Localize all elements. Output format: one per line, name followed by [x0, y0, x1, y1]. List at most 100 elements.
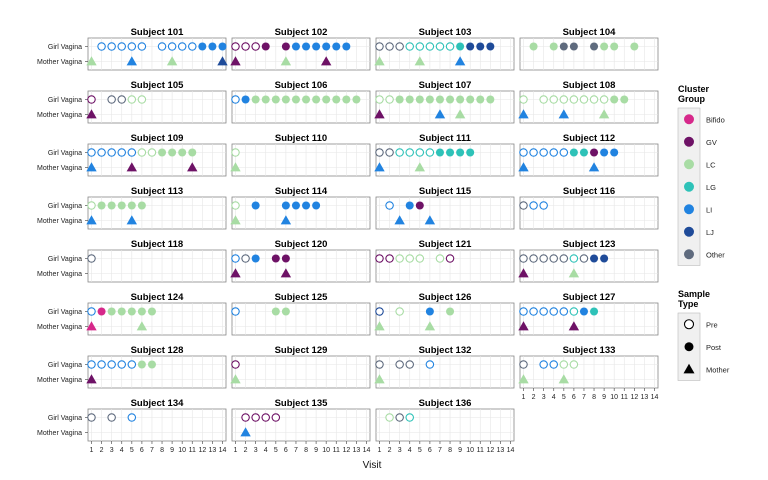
panel-title: Subject 127	[563, 292, 616, 303]
panel-frame	[231, 143, 371, 177]
point-post	[261, 42, 270, 51]
point-mother	[454, 56, 466, 66]
panel: Subject 114	[230, 186, 371, 230]
point-post	[332, 42, 341, 51]
point-mother	[454, 109, 466, 119]
point-pre	[529, 254, 538, 263]
point-pre	[519, 201, 528, 210]
point-pre	[395, 42, 404, 51]
point-post	[281, 307, 290, 316]
point-mother	[217, 56, 228, 66]
panel-title: Subject 114	[275, 186, 328, 197]
point-post	[579, 307, 588, 316]
panel-frame	[375, 143, 515, 177]
legend-title: Cluster	[678, 84, 710, 94]
point-post	[107, 307, 116, 316]
point-pre	[375, 95, 384, 104]
panel: Subject 113 Girl Vagina Mother Vagina	[37, 186, 227, 230]
point-pre	[241, 42, 250, 51]
point-pre	[395, 360, 404, 369]
point-pre	[529, 148, 538, 157]
point-pre	[395, 413, 404, 422]
point-pre	[127, 42, 137, 51]
panel-frame	[87, 302, 227, 336]
point-pre	[559, 360, 569, 369]
point-pre	[539, 201, 548, 210]
legend-swatch	[684, 114, 694, 125]
point-post	[188, 148, 197, 157]
point-post	[610, 95, 619, 104]
legend-shape	[684, 342, 694, 352]
x-tick-label: 12	[198, 447, 206, 454]
y-tick-label: Girl Vagina	[48, 415, 82, 422]
point-post	[466, 95, 475, 104]
panel-frame	[87, 408, 227, 442]
x-tick-label: 4	[552, 394, 556, 401]
legend-item-label: Pre	[706, 320, 718, 329]
x-tick-label: 8	[304, 447, 308, 454]
point-mother	[320, 56, 332, 66]
point-mother	[126, 215, 138, 225]
legend-swatch	[684, 226, 694, 237]
point-pre	[87, 95, 96, 104]
point-post	[395, 95, 404, 104]
point-pre	[395, 254, 404, 263]
point-pre	[107, 148, 116, 157]
panel: Subject 123	[518, 239, 659, 283]
point-pre	[271, 413, 281, 422]
point-mother	[86, 374, 97, 384]
point-pre	[415, 42, 425, 51]
panel-title: Subject 118	[131, 239, 183, 250]
point-mother	[86, 56, 97, 66]
point-post	[291, 95, 300, 104]
legend-title: Type	[678, 299, 698, 309]
panel-title: Subject 101	[131, 27, 185, 38]
panel-title: Subject 126	[419, 292, 472, 303]
point-pre	[87, 254, 96, 263]
panel-title: Subject 111	[419, 133, 471, 144]
x-tick-label: 2	[100, 447, 104, 454]
panel-title: Subject 105	[131, 80, 185, 91]
point-pre	[107, 95, 116, 104]
y-tick-label: Girl Vagina	[48, 44, 82, 51]
x-tick-label: 13	[209, 447, 217, 454]
x-tick-label: 1	[378, 447, 382, 454]
point-pre	[559, 254, 569, 263]
point-mother	[280, 56, 292, 66]
point-mother	[424, 321, 436, 331]
panel-title: Subject 124	[131, 292, 185, 303]
point-pre	[375, 360, 384, 369]
x-tick-label: 11	[621, 394, 628, 401]
legend-item-label: GV	[706, 138, 717, 147]
panel: Subject 112	[518, 133, 659, 177]
panel-frame	[375, 408, 515, 442]
point-pre	[231, 95, 240, 104]
point-post	[425, 307, 434, 316]
panel-title: Subject 103	[419, 27, 472, 38]
point-pre	[261, 413, 270, 422]
point-pre	[445, 254, 455, 263]
x-tick-label: 10	[178, 447, 186, 454]
panel: Subject 101 Girl Vagina Mother Vagina	[37, 27, 228, 71]
point-pre	[385, 413, 394, 422]
panel: Subject 106	[231, 80, 371, 124]
point-mother	[86, 215, 97, 225]
point-pre	[375, 307, 384, 316]
panel: Subject 124 Girl Vagina Mother Vagina	[37, 292, 227, 336]
point-post	[610, 148, 619, 157]
y-tick-label: Mother Vagina	[37, 112, 82, 119]
point-pre	[395, 148, 404, 157]
point-pre	[415, 148, 425, 157]
point-post	[435, 95, 444, 104]
point-post	[405, 201, 414, 210]
point-post	[218, 42, 227, 51]
point-pre	[241, 413, 250, 422]
legend-swatch	[684, 181, 694, 192]
panel: Subject 108	[518, 80, 659, 124]
panel: Subject 107	[374, 80, 515, 124]
point-mother	[86, 321, 97, 331]
point-pre	[251, 413, 260, 422]
panel-frame	[87, 90, 227, 124]
